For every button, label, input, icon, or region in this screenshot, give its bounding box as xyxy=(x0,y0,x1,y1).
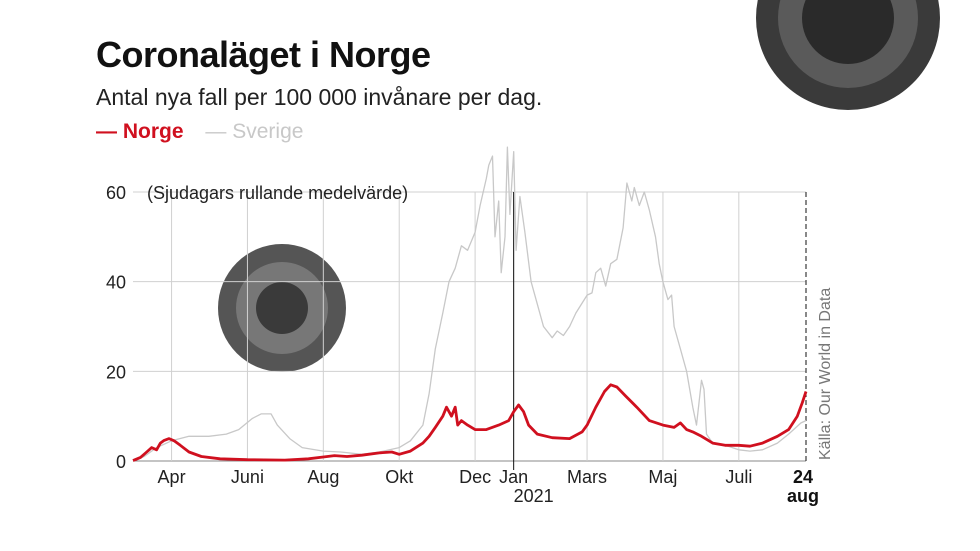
series-line-sverige xyxy=(132,146,807,462)
y-tick-label: 20 xyxy=(106,362,126,382)
legend-swatch-sverige: — xyxy=(205,120,227,143)
chart-subtitle: Antal nya fall per 100 000 invånare per … xyxy=(96,84,543,110)
x-tick-label: Maj xyxy=(648,467,677,487)
chart-title: Coronaläget i Norge xyxy=(96,34,431,75)
smoothing-annotation: (Sjudagars rullande medelvärde) xyxy=(147,183,408,203)
series-line-norge xyxy=(132,383,808,462)
legend: — Norge — Sverige xyxy=(96,120,319,144)
x-tick-label: Aug xyxy=(307,467,339,487)
x-tick-label: Dec xyxy=(459,467,491,487)
legend-label-norge: Norge xyxy=(122,120,184,143)
end-date-month: aug xyxy=(787,486,819,506)
x-tick-label: Mars xyxy=(567,467,607,487)
y-tick-label: 40 xyxy=(106,273,126,293)
source-label: Källa: Our World in Data xyxy=(817,288,834,460)
x-tick-label: Juni xyxy=(231,467,264,487)
y-tick-label: 0 xyxy=(116,452,126,472)
legend-item-sverige: — Sverige xyxy=(205,120,303,144)
x-tick-label: Okt xyxy=(385,467,413,487)
virus-illustration-in-plot xyxy=(218,244,346,372)
legend-swatch-norge: — xyxy=(96,120,117,143)
year-label: 2021 xyxy=(514,486,554,506)
x-tick-label: Apr xyxy=(158,467,186,487)
legend-label-sverige: Sverige xyxy=(232,120,304,143)
legend-item-norge: — Norge xyxy=(96,120,184,144)
x-tick-label: Juli xyxy=(725,467,752,487)
y-tick-label: 60 xyxy=(106,183,126,203)
end-date-day: 24 xyxy=(793,467,813,487)
virus-illustration-top-right xyxy=(756,0,940,110)
x-tick-label: Jan xyxy=(499,467,528,487)
